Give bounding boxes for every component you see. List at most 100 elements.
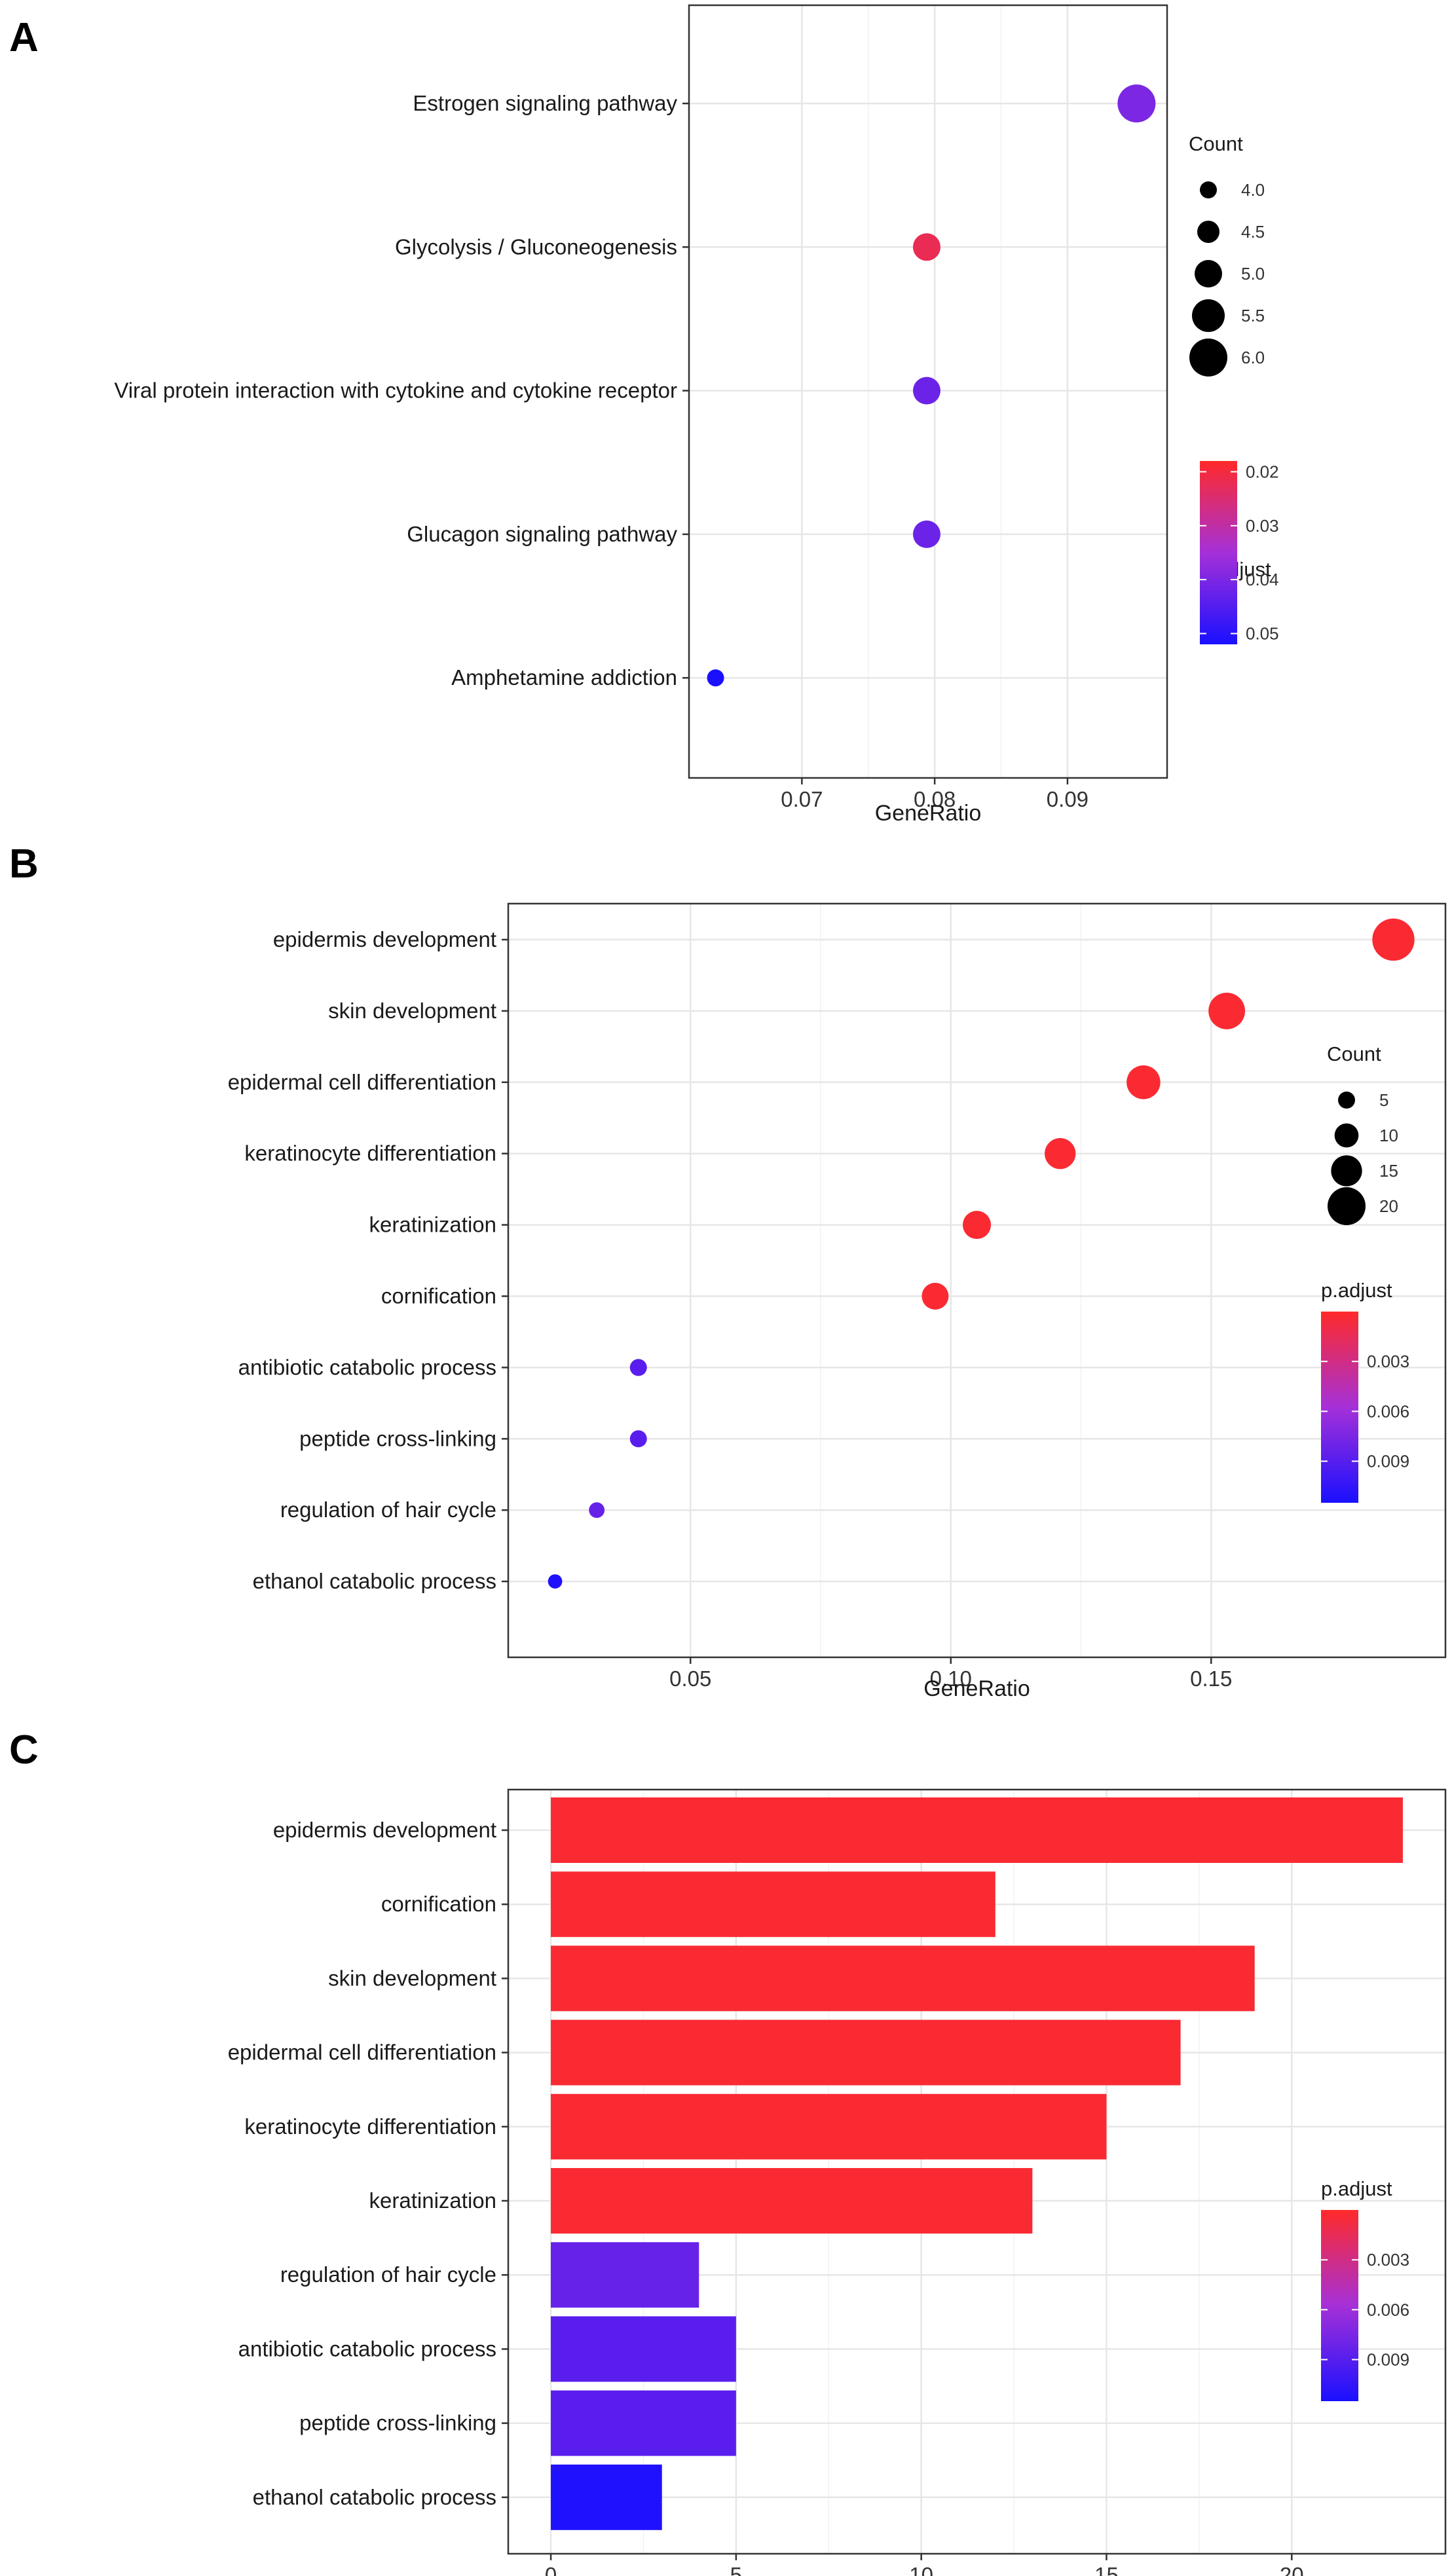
size-legend-dot xyxy=(1334,1123,1359,1148)
color-legend-label: 0.03 xyxy=(1246,516,1279,536)
y-tick-label: keratinization xyxy=(369,1213,496,1237)
data-point xyxy=(629,1359,647,1376)
bar xyxy=(551,2093,1107,2160)
panel-letter-a: A xyxy=(9,15,39,60)
data-point xyxy=(912,233,940,261)
color-legend-label: 0.04 xyxy=(1246,570,1279,589)
panel-letter-c: C xyxy=(9,1727,39,1773)
size-legend-dot xyxy=(1189,339,1227,377)
data-point xyxy=(962,1211,992,1240)
bar xyxy=(551,1871,996,1938)
bar xyxy=(551,2390,736,2456)
panel-letter-b: B xyxy=(9,841,39,887)
x-tick-label: 0.15 xyxy=(1190,1666,1232,1691)
y-tick-label: ethanol catabolic process xyxy=(253,1569,496,1593)
size-legend-label: 4.0 xyxy=(1241,180,1265,200)
color-legend-label: 0.006 xyxy=(1367,1401,1409,1421)
y-tick-label: Amphetamine addiction xyxy=(451,665,677,690)
size-legend-label: 10 xyxy=(1379,1126,1398,1145)
size-legend-label: 20 xyxy=(1379,1196,1398,1216)
plot-border xyxy=(507,1788,1447,2555)
y-tick-label: Viral protein interaction with cytokine … xyxy=(114,378,677,403)
data-point xyxy=(912,520,940,548)
y-tick-label: keratinization xyxy=(369,2188,496,2213)
x-tick-label: 10 xyxy=(909,2563,933,2576)
color-legend-label: 0.009 xyxy=(1367,1452,1409,1471)
x-tick-label: 0.10 xyxy=(930,1666,972,1691)
y-tick-label: cornification xyxy=(381,1284,496,1308)
color-legend-label: 0.003 xyxy=(1367,2250,1409,2270)
size-legend-dot xyxy=(1338,1092,1355,1109)
y-tick-label: antibiotic catabolic process xyxy=(238,1355,496,1379)
bar xyxy=(551,2168,1033,2234)
color-legend-bar xyxy=(1321,2210,1358,2401)
color-legend-bar xyxy=(1321,1312,1358,1503)
bar xyxy=(551,1945,1255,2012)
data-point xyxy=(1126,1065,1161,1099)
data-point xyxy=(1045,1138,1076,1169)
y-tick-label: cornification xyxy=(381,1892,496,1916)
y-tick-label: Glycolysis / Gluconeogenesis xyxy=(395,234,677,259)
size-legend-dot xyxy=(1328,1187,1366,1225)
size-legend-label: 5.0 xyxy=(1241,264,1265,284)
color-legend-label: 0.003 xyxy=(1367,1352,1409,1371)
x-axis-title: GeneRatio xyxy=(923,1676,1030,1701)
plot-border xyxy=(507,902,1447,1659)
color-legend-label: 0.009 xyxy=(1367,2350,1409,2370)
size-legend-dot xyxy=(1200,181,1217,198)
bar xyxy=(551,1797,1403,1863)
size-legend-label: 15 xyxy=(1379,1161,1398,1181)
size-legend-dot xyxy=(1195,260,1222,287)
y-tick-label: peptide cross-linking xyxy=(299,1426,496,1450)
size-legend-label: 6.0 xyxy=(1241,348,1265,367)
x-tick-label: 5 xyxy=(730,2563,742,2576)
data-point xyxy=(707,669,724,687)
size-legend-title: Count xyxy=(1189,132,1243,155)
chart-a: Count 4.0 4.5 5.0 5.5 6.0 Estrogen signaling p… xyxy=(114,4,1279,826)
y-tick-label: epidermal cell differentiation xyxy=(228,1070,496,1094)
y-tick-label: keratinocyte differentiation xyxy=(244,2114,496,2139)
color-legend-title: p.adjust xyxy=(1321,1279,1392,1302)
color-legend-label: 0.05 xyxy=(1246,624,1279,644)
x-tick-label: 0 xyxy=(545,2563,557,2576)
y-tick-label: peptide cross-linking xyxy=(299,2411,496,2435)
y-tick-label: regulation of hair cycle xyxy=(280,1498,496,1522)
color-legend-label: 0.006 xyxy=(1367,2300,1409,2319)
data-point xyxy=(912,377,940,405)
x-tick-label: 0.07 xyxy=(781,787,823,811)
size-legend-title: Count xyxy=(1327,1042,1381,1065)
bar xyxy=(551,2019,1181,2086)
x-tick-label: 15 xyxy=(1094,2563,1119,2576)
chart-c: epidermis development cornification skin d… xyxy=(228,1788,1447,2576)
plot-panel xyxy=(508,904,1445,1657)
data-point xyxy=(1117,84,1156,122)
bar xyxy=(551,2242,699,2308)
size-legend-label: 5.5 xyxy=(1241,306,1265,325)
size-legend-label: 4.5 xyxy=(1241,222,1265,242)
y-tick-label: regulation of hair cycle xyxy=(280,2262,496,2287)
x-tick-label: 0.09 xyxy=(1047,787,1089,811)
y-tick-label: skin development xyxy=(328,999,496,1023)
data-point xyxy=(548,1574,563,1589)
x-tick-label: 0.05 xyxy=(669,1666,711,1691)
y-tick-label: skin development xyxy=(328,1966,496,1990)
plot-border xyxy=(688,4,1168,779)
y-tick-label: keratinocyte differentiation xyxy=(244,1141,496,1166)
size-legend-label: 5 xyxy=(1379,1090,1388,1110)
data-point xyxy=(1372,918,1415,961)
x-tick-label: 0.08 xyxy=(914,787,956,811)
bar xyxy=(551,2316,736,2382)
size-legend-dot xyxy=(1192,299,1225,332)
chart-b: Count 5 10 15 20 epidermis development skin de… xyxy=(228,902,1447,1701)
data-point xyxy=(921,1283,949,1310)
data-point xyxy=(1208,992,1246,1029)
data-point xyxy=(629,1430,647,1448)
color-legend-bar xyxy=(1200,461,1237,644)
y-tick-label: ethanol catabolic process xyxy=(253,2485,496,2509)
y-tick-label: epidermal cell differentiation xyxy=(228,2040,496,2065)
y-tick-label: epidermis development xyxy=(273,927,496,951)
y-tick-label: Estrogen signaling pathway xyxy=(413,91,677,115)
size-legend-dot xyxy=(1331,1155,1362,1187)
color-legend-title: p.adjust xyxy=(1321,2177,1392,2200)
